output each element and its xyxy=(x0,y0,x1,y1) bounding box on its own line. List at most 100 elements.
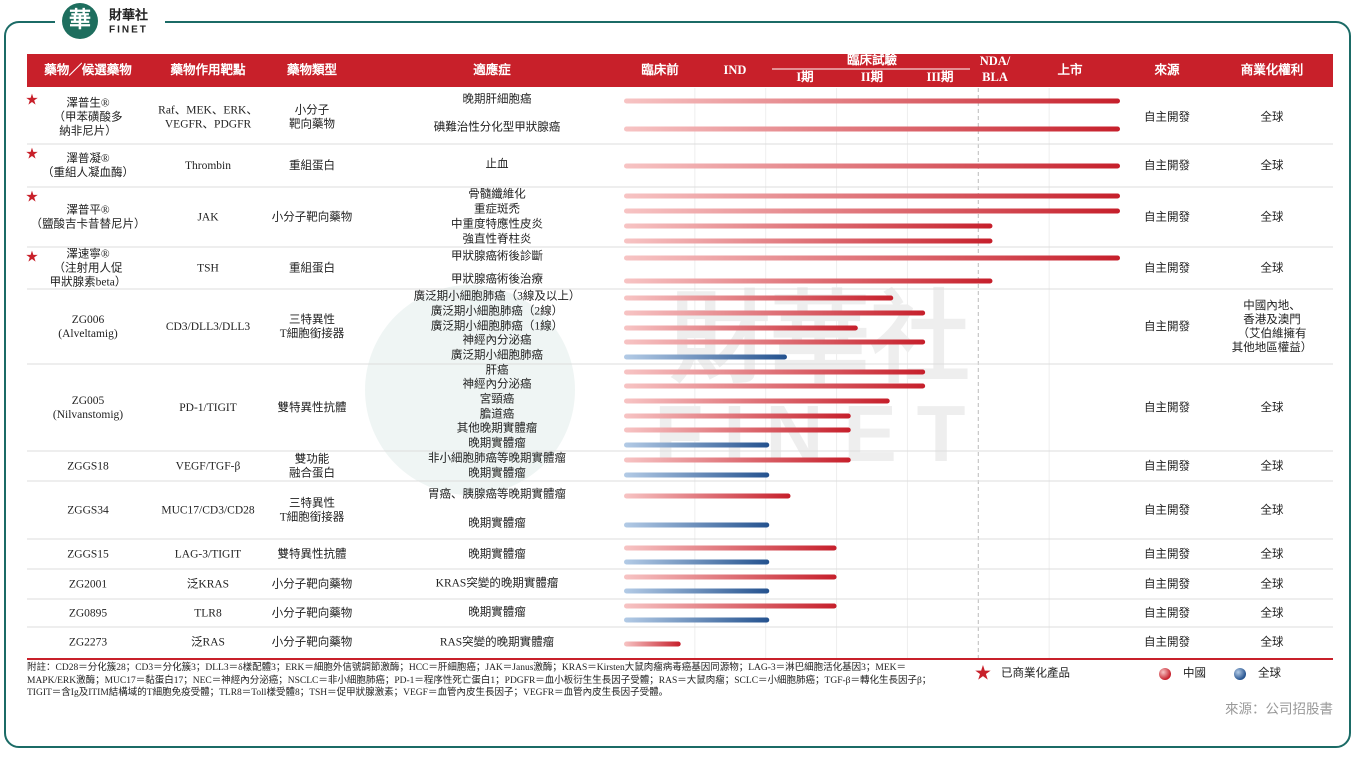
rights: 全球 xyxy=(1261,635,1284,649)
commercialized-star: ★ xyxy=(25,249,38,265)
drug-name: （重組人凝血酶） xyxy=(42,165,134,179)
drug-type: 重組蛋白 xyxy=(289,261,335,275)
watermark-name: 財華社 xyxy=(670,284,970,395)
indication: 其他晚期實體瘤 xyxy=(457,421,538,435)
drug-name: ZG2273 xyxy=(69,637,108,649)
progress-bar xyxy=(624,193,1120,199)
drug-type: T細胞銜接器 xyxy=(280,326,345,340)
indication: 晚期實體瘤 xyxy=(468,436,526,450)
drug-type: 小分子靶向藥物 xyxy=(272,577,353,591)
header-source: 來源 xyxy=(1153,62,1180,77)
drug-target: MUC17/CD3/CD28 xyxy=(161,505,255,517)
drug-name: 澤速寧® xyxy=(66,247,109,261)
indication: 肝癌 xyxy=(486,363,509,377)
drug-name: ZG0895 xyxy=(69,608,108,620)
drug-target: Raf、MEK、ERK、 xyxy=(158,105,258,117)
drug-target: Thrombin xyxy=(185,160,231,172)
progress-bar xyxy=(624,559,770,565)
commercialized-star: ★ xyxy=(25,92,38,108)
indication: 骨髓纖維化 xyxy=(468,187,526,201)
indication: 廣泛期小細胞肺癌 xyxy=(451,348,543,362)
source: 自主開發 xyxy=(1144,503,1190,517)
drug-type: 重組蛋白 xyxy=(289,158,335,172)
stage-header: III期 xyxy=(926,69,953,84)
progress-bar xyxy=(624,472,770,478)
progress-bar xyxy=(624,427,851,433)
indication: 晚期實體瘤 xyxy=(468,547,526,561)
drug-name: 澤普平® xyxy=(66,203,109,217)
progress-bar xyxy=(624,383,926,389)
rights: 全球 xyxy=(1261,459,1284,473)
drug-name: （甲苯磺酸多 xyxy=(54,110,123,124)
drug-target: 泛KRAS xyxy=(187,578,229,591)
drug-type: T細胞銜接器 xyxy=(280,510,345,524)
source: 自主開發 xyxy=(1144,158,1190,172)
rights: 全球 xyxy=(1261,261,1284,275)
source: 自主開發 xyxy=(1144,635,1190,649)
indication: 胃癌、胰腺癌等晚期實體瘤 xyxy=(428,487,566,501)
drug-name: ZG006 xyxy=(72,314,105,326)
drug-target: VEGF/TGF-β xyxy=(176,461,241,473)
progress-bar xyxy=(624,641,681,647)
stage-header: BLA xyxy=(982,70,1008,84)
header-indication: 適應症 xyxy=(473,62,511,77)
indication: 甲狀腺癌術後治療 xyxy=(451,272,543,286)
rights: 全球 xyxy=(1261,110,1284,124)
header-band xyxy=(27,54,1333,87)
rights: 香港及澳門 xyxy=(1243,313,1301,326)
indication: 強直性脊柱炎 xyxy=(463,232,532,246)
commercialized-star: ★ xyxy=(25,189,38,205)
rights: 其他地區權益） xyxy=(1232,340,1313,354)
drug-name: ZGGS34 xyxy=(67,505,109,517)
source: 自主開發 xyxy=(1144,547,1190,561)
drug-name: （鹽酸吉卡昔替尼片） xyxy=(31,217,146,231)
progress-bar xyxy=(624,295,894,301)
progress-bar xyxy=(624,208,1120,214)
progress-bar xyxy=(624,325,858,331)
rights: 全球 xyxy=(1261,547,1284,561)
progress-bar xyxy=(624,603,837,609)
indication: 重症斑禿 xyxy=(474,202,520,216)
stage-header: NDA/ xyxy=(980,54,1011,68)
stage-header: II期 xyxy=(861,69,883,84)
source: 自主開發 xyxy=(1144,400,1190,414)
progress-bar xyxy=(624,398,890,404)
legend-commercialized: 已商業化產品 xyxy=(1001,666,1070,680)
progress-bar xyxy=(624,457,851,463)
progress-bar xyxy=(624,522,770,528)
drug-name: 納非尼片） xyxy=(59,125,117,138)
drug-target: PD-1/TIGIT xyxy=(179,402,237,414)
drug-name: (Nilvanstomig) xyxy=(53,409,123,421)
rights: 中國內地、 xyxy=(1243,299,1301,312)
progress-bar xyxy=(624,310,926,316)
drug-type: 雙功能 xyxy=(295,452,330,466)
indication: 中重度特應性皮炎 xyxy=(451,217,543,231)
indication: 碘難治性分化型甲狀腺癌 xyxy=(434,120,561,134)
watermark-latin: FINET xyxy=(654,389,985,478)
progress-bar xyxy=(624,617,770,623)
commercialized-star: ★ xyxy=(25,146,38,162)
drug-name: （注射用人促 xyxy=(54,261,123,275)
drug-target: VEGFR、PDGFR xyxy=(165,119,252,131)
legend-swatch xyxy=(1234,668,1246,680)
footnote: 附註：CD28＝分化簇28；CD3＝分化簇3；DLL3＝δ樣配體3；ERK＝細胞… xyxy=(27,663,932,698)
drug-type: 小分子靶向藥物 xyxy=(272,635,353,649)
drug-name: 澤普凝® xyxy=(66,151,109,165)
rights: 全球 xyxy=(1261,210,1284,224)
indication: 廣泛期小細胞肺癌（3線及以上） xyxy=(414,289,581,303)
progress-bar xyxy=(624,255,1120,261)
progress-bar xyxy=(624,98,1120,104)
legend-swatch xyxy=(1159,668,1171,680)
logo-mark: 華 xyxy=(69,7,91,32)
progress-bar xyxy=(624,442,770,448)
drug-name: (Alveltamig) xyxy=(58,328,118,340)
progress-bar xyxy=(624,413,851,419)
drug-type: 小分子靶向藥物 xyxy=(272,210,353,224)
progress-bar xyxy=(624,369,926,375)
rights: 全球 xyxy=(1261,503,1284,517)
legend-label: 中國 xyxy=(1183,667,1206,680)
indication: 晚期實體瘤 xyxy=(468,605,526,619)
watermark: 財華社 FINET xyxy=(365,284,985,495)
progress-bar xyxy=(624,545,837,551)
source: 自主開發 xyxy=(1144,577,1190,591)
